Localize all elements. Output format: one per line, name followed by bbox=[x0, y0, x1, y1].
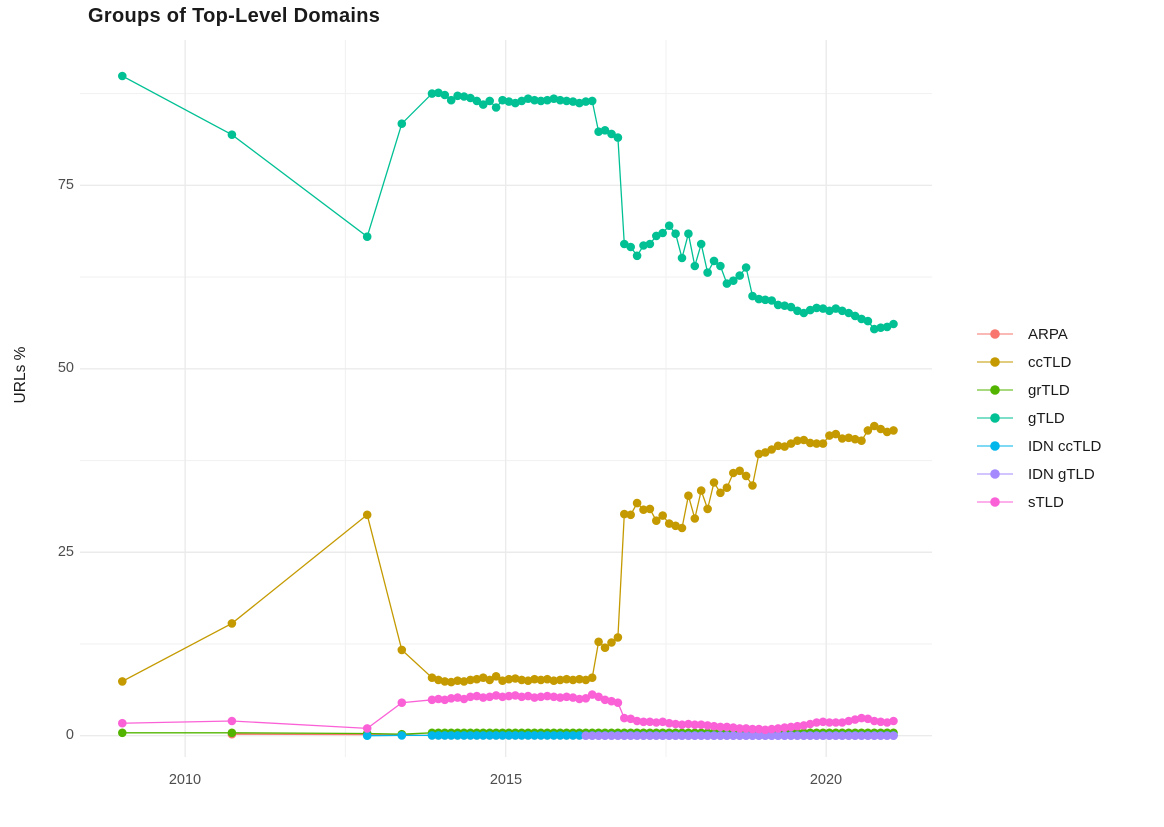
series-ccTLD bbox=[118, 421, 898, 687]
legend-item-idn-gtld: IDN gTLD bbox=[976, 460, 1101, 488]
legend-item-cctld: ccTLD bbox=[976, 348, 1101, 376]
data-series bbox=[118, 71, 898, 740]
legend-item-stld: sTLD bbox=[976, 488, 1101, 516]
y-axis-title: URLs % bbox=[12, 346, 29, 404]
y-tick-0: 0 bbox=[65, 727, 74, 743]
x-tick-2015: 2015 bbox=[489, 772, 523, 788]
series-gTLD bbox=[118, 71, 898, 334]
legend-key-icon bbox=[977, 469, 1013, 479]
legend-label: grTLD bbox=[1028, 381, 1070, 399]
legend-key-icon bbox=[977, 329, 1013, 339]
legend-label: ccTLD bbox=[1028, 353, 1072, 371]
legend-label: gTLD bbox=[1028, 409, 1065, 427]
legend-label: IDN ccTLD bbox=[1028, 437, 1102, 455]
y-tick-75: 75 bbox=[57, 177, 74, 193]
x-tick-2010: 2010 bbox=[168, 772, 202, 788]
y-tick-50: 50 bbox=[57, 360, 74, 376]
y-tick-25: 25 bbox=[57, 544, 74, 560]
legend-item-idn-cctld: IDN ccTLD bbox=[976, 432, 1101, 460]
legend-key-icon bbox=[977, 357, 1013, 367]
legend-key-icon bbox=[977, 385, 1013, 395]
legend-item-arpa: ARPA bbox=[976, 320, 1101, 348]
legend-label: ARPA bbox=[1028, 325, 1068, 343]
legend-item-gtld: gTLD bbox=[976, 404, 1101, 432]
series-sTLD bbox=[118, 690, 898, 735]
x-tick-2020: 2020 bbox=[809, 772, 843, 788]
legend-key-icon bbox=[977, 441, 1013, 451]
legend-key-icon bbox=[977, 413, 1013, 423]
legend-item-grtld: grTLD bbox=[976, 376, 1101, 404]
major-gridlines bbox=[80, 40, 932, 757]
legend-label: sTLD bbox=[1028, 493, 1064, 511]
legend-label: IDN gTLD bbox=[1028, 465, 1095, 483]
legend: ARPA ccTLD grTLD gTLD IDN ccTLD IDN gTLD… bbox=[976, 320, 1101, 516]
legend-key-icon bbox=[977, 497, 1013, 507]
series-IDN gTLD bbox=[581, 731, 898, 740]
chart-title: Groups of Top-Level Domains bbox=[88, 5, 381, 27]
